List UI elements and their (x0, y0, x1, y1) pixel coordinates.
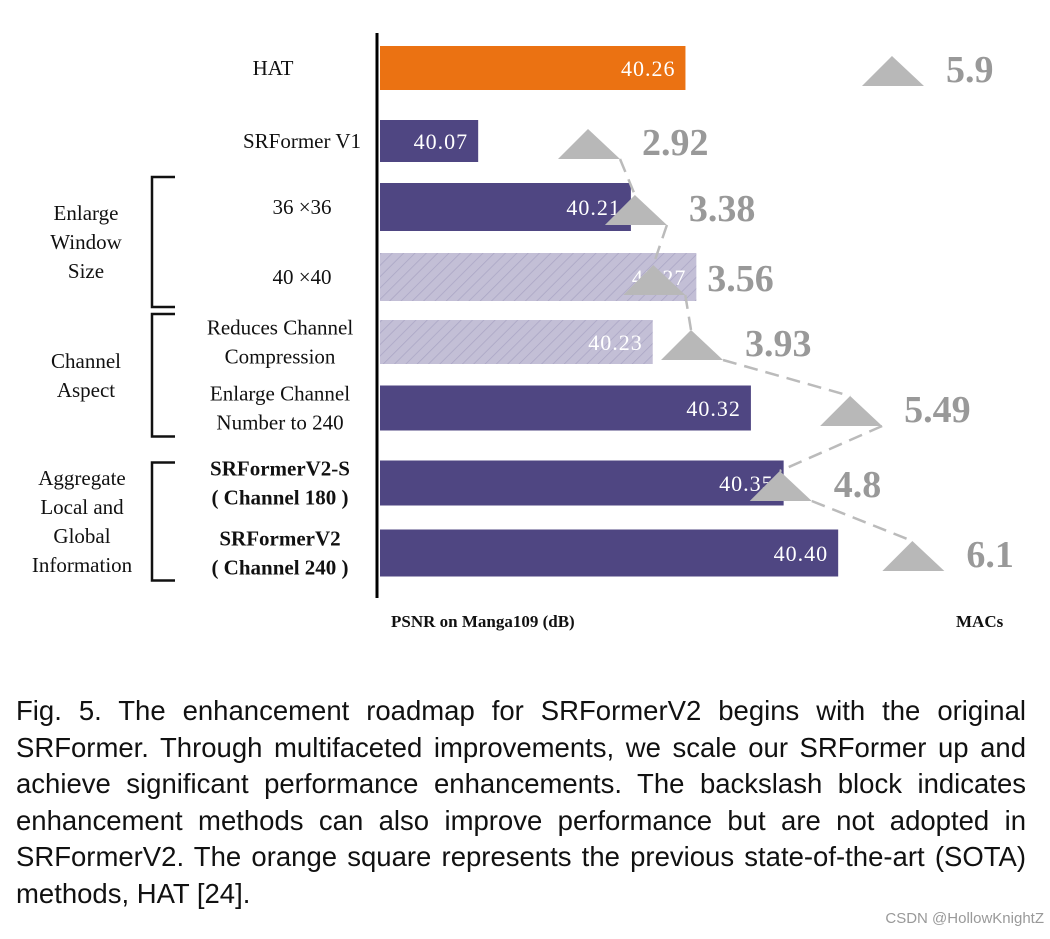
group-label: Information (32, 553, 133, 577)
row-label: Enlarge Channel (210, 382, 350, 406)
bar-4 (380, 320, 653, 364)
row-label: HAT (253, 56, 294, 80)
bar-value-label: 40.26 (621, 56, 676, 81)
bar-6 (380, 460, 784, 506)
macs-value-label: 3.56 (707, 258, 774, 300)
row-label: ( Channel 180 ) (211, 486, 348, 510)
roadmap-chart: PSNR on Manga109 (dB) MACs 40.26 HAT 5.9 40… (32, 33, 1014, 631)
group-label: Local and (40, 495, 124, 519)
macs-value-label: 4.8 (834, 464, 882, 506)
macs-value-label: 5.9 (946, 49, 994, 91)
row-label: SRFormerV2-S (210, 457, 350, 481)
bar-value-label: 40.32 (686, 396, 741, 421)
group-label: Window (50, 230, 122, 254)
group-label: Enlarge (54, 201, 119, 225)
macs-trend-segment (722, 358, 851, 398)
macs-trend-segment (811, 499, 913, 543)
row-label: ( Channel 240 ) (211, 556, 348, 580)
macs-value-label: 6.1 (966, 534, 1014, 576)
group-bracket (150, 461, 175, 582)
macs-triangle-6 (749, 471, 812, 501)
group-label: Size (68, 259, 104, 283)
group-label: Channel (51, 349, 121, 373)
group-bracket (150, 175, 175, 309)
group-label: Global (53, 524, 110, 548)
bar-5 (380, 385, 751, 431)
macs-value-label: 2.92 (642, 122, 709, 164)
bar-0 (380, 46, 686, 90)
macs-trend-segment (779, 424, 883, 473)
bar-1 (380, 120, 479, 162)
row-label: SRFormerV2 (219, 527, 340, 551)
macs-triangle-2 (604, 195, 667, 225)
macs-triangle-7 (882, 541, 945, 571)
macs-trend-segment (652, 224, 669, 266)
macs-value-label: 3.93 (745, 323, 812, 365)
macs-triangle-1 (558, 129, 620, 159)
macs-value-label: 3.38 (689, 188, 756, 230)
figure-caption: Fig. 5. The enhancement roadmap for SRFo… (16, 695, 1026, 909)
row-label: Reduces Channel (207, 316, 354, 340)
macs-triangle-4 (661, 330, 724, 360)
macs-trend-segment (684, 294, 693, 331)
group-label: Aspect (57, 378, 115, 402)
row-label: SRFormer V1 (243, 129, 361, 153)
macs-triangle-0 (861, 56, 924, 86)
bar-2 (380, 183, 631, 231)
macs-value-label: 5.49 (904, 389, 971, 431)
bar-value-label: 40.07 (414, 129, 469, 154)
bar-value-label: 40.21 (566, 195, 621, 220)
macs-trend-segment (618, 158, 637, 196)
x-axis-label: PSNR on Manga109 (dB) (391, 612, 575, 631)
bar-value-label: 40.40 (774, 541, 829, 566)
bar-7 (380, 529, 839, 577)
macs-triangle-5 (820, 396, 883, 426)
group-label: Aggregate (38, 466, 125, 490)
row-label: Compression (225, 345, 336, 369)
row-label: 36 ×36 (272, 195, 331, 219)
watermark: CSDN @HollowKnightZ (885, 910, 1044, 927)
bar-value-label: 40.23 (588, 330, 643, 355)
macs-label: MACs (956, 612, 1004, 631)
macs-triangle-3 (623, 265, 686, 295)
row-label: 40 ×40 (272, 265, 331, 289)
row-label: Number to 240 (216, 411, 343, 435)
group-bracket (150, 312, 175, 438)
